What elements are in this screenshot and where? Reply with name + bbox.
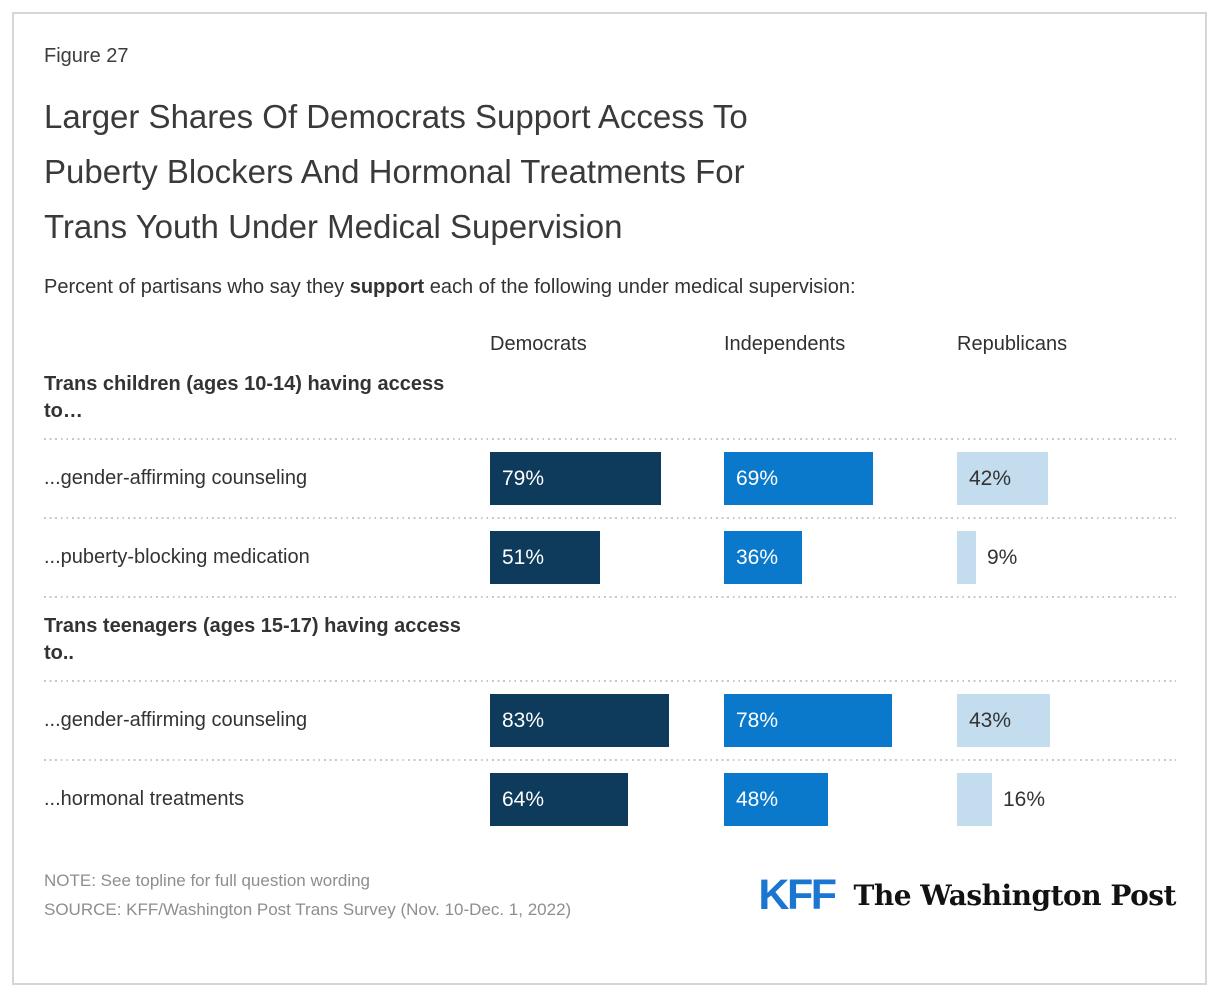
bar-cell-democrats: 79%	[490, 452, 724, 505]
column-header-democrats: Democrats	[490, 333, 587, 355]
subtitle-bold-word: support	[349, 276, 425, 298]
row-label: ...gender-affirming counseling	[44, 709, 308, 731]
group-header: Trans teenagers (ages 15-17) having acce…	[44, 615, 461, 664]
bar-value: 83%	[502, 708, 545, 732]
row-divider	[44, 438, 1176, 440]
group-header: Trans children (ages 10-14) having acces…	[44, 373, 445, 422]
bar-cell-republicans: 9%	[957, 531, 1178, 584]
bar-cell-independents: 69%	[724, 452, 957, 505]
bar-cell-democrats: 51%	[490, 531, 724, 584]
bar-independents: 78%	[724, 694, 892, 747]
column-header-independents: Independents	[724, 333, 846, 355]
subtitle-suffix: each of the following under medical supe…	[424, 276, 856, 298]
bar-republicans: 42%	[957, 452, 1048, 505]
bar-value: 69%	[736, 466, 779, 490]
bar-republicans: 43%	[957, 694, 1050, 747]
washington-post-logo: The Washington Post	[853, 878, 1177, 912]
bar-independents: 36%	[724, 531, 802, 584]
bar-value: 43%	[969, 708, 1012, 732]
chart-subtitle: Percent of partisans who say they suppor…	[44, 270, 1054, 304]
bar-cell-republicans: 43%	[957, 694, 1178, 747]
row-label: ...gender-affirming counseling	[44, 467, 308, 489]
bar-democrats: 51%	[490, 531, 600, 584]
footer: NOTE: See topline for full question word…	[44, 866, 1178, 924]
table-row: ...puberty-blocking medication 51% 36% 9%	[44, 519, 1178, 596]
row-label: ...puberty-blocking medication	[44, 546, 310, 568]
column-headers: Democrats Independents Republicans	[44, 333, 1178, 356]
chart-title-line-3: Trans Youth Under Medical Supervision	[44, 208, 623, 245]
bar-independents: 69%	[724, 452, 873, 505]
bar-cell-democrats: 83%	[490, 694, 724, 747]
row-label: ...hormonal treatments	[44, 788, 245, 810]
bar-cell-republicans: 16%	[957, 773, 1178, 826]
bar-value: 48%	[736, 787, 779, 811]
row-divider	[44, 517, 1176, 519]
bar-value: 9%	[987, 545, 1018, 569]
figure-number: Figure 27	[44, 45, 129, 67]
bar-value: 36%	[736, 545, 779, 569]
table-row: ...gender-affirming counseling 83% 78% 43%	[44, 682, 1178, 759]
bar-republicans	[957, 773, 992, 826]
bar-democrats: 79%	[490, 452, 661, 505]
bar-cell-republicans: 42%	[957, 452, 1178, 505]
table-row: ...hormonal treatments 64% 48% 16%	[44, 761, 1178, 838]
source-text: SOURCE: KFF/Washington Post Trans Survey…	[44, 900, 572, 919]
note-text: NOTE: See topline for full question word…	[44, 871, 371, 890]
footer-notes: NOTE: See topline for full question word…	[44, 866, 571, 924]
row-divider	[44, 596, 1176, 598]
bar-cell-independents: 36%	[724, 531, 957, 584]
bar-value: 16%	[1003, 787, 1046, 811]
bar-chart: Trans children (ages 10-14) having acces…	[44, 371, 1178, 838]
column-header-spacer	[44, 333, 490, 356]
kff-logo: KFF	[758, 870, 837, 919]
bar-cell-independents: 78%	[724, 694, 957, 747]
chart-title-line-1: Larger Shares Of Democrats Support Acces…	[44, 98, 748, 135]
row-divider	[44, 680, 1176, 682]
bar-value: 42%	[969, 466, 1012, 490]
subtitle-prefix: Percent of partisans who say they	[44, 276, 350, 298]
bar-democrats: 83%	[490, 694, 669, 747]
chart-title-line-2: Puberty Blockers And Hormonal Treatments…	[44, 153, 745, 190]
bar-value: 64%	[502, 787, 545, 811]
table-row: ...gender-affirming counseling 79% 69% 42%	[44, 440, 1178, 517]
bar-republicans	[957, 531, 976, 584]
bar-value: 78%	[736, 708, 779, 732]
bar-cell-democrats: 64%	[490, 773, 724, 826]
chart-title: Larger Shares Of Democrats Support Acces…	[44, 89, 1178, 254]
bar-value: 51%	[502, 545, 545, 569]
figure-card: Figure 27 Larger Shares Of Democrats Sup…	[12, 12, 1207, 985]
bar-democrats: 64%	[490, 773, 628, 826]
bar-value: 79%	[502, 466, 545, 490]
row-divider	[44, 759, 1176, 761]
bar-independents: 48%	[724, 773, 828, 826]
column-header-republicans: Republicans	[957, 333, 1068, 355]
footer-logos: KFF The Washington Post	[758, 870, 1177, 919]
bar-cell-independents: 48%	[724, 773, 957, 826]
